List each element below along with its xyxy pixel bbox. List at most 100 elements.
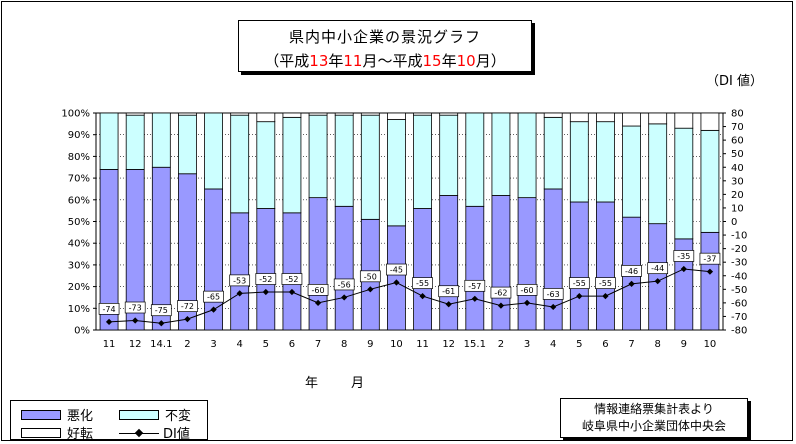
di-data-label: -46: [625, 267, 638, 276]
di-data-label-box: [124, 301, 146, 314]
y-right-tick-label: -30: [731, 258, 747, 269]
x-tick-label: 2: [498, 339, 504, 350]
y-left-tick-label: 30%: [68, 260, 90, 271]
di-data-label-box: [621, 265, 642, 277]
x-tick-label: 12: [442, 339, 455, 350]
legend-line-marker-icon: [119, 428, 159, 438]
legend-item-better: 好転: [21, 423, 93, 442]
di-data-label-box: [386, 263, 407, 276]
di-data-label: -55: [416, 279, 429, 288]
y-left-tick-label: 90%: [68, 130, 90, 141]
y-right-tick-label: -40: [731, 271, 747, 282]
x-tick-label: 4: [550, 339, 556, 350]
x-axis-label: 年 月: [305, 376, 375, 391]
di-point: [393, 279, 400, 286]
di-data-label-box: [464, 279, 486, 292]
legend-swatch-same: [119, 409, 159, 420]
di-data-label-box: [307, 284, 329, 296]
di-data-label-box: [255, 273, 277, 285]
bar-segment-better: [569, 112, 589, 123]
x-tick-label: 8: [655, 339, 661, 350]
y-left-tick-label: 80%: [68, 152, 90, 163]
y-right-tick-label: -60: [731, 298, 747, 309]
di-point: [706, 268, 714, 275]
bar-segment-worse: [308, 197, 328, 331]
legend-label-better: 好転: [67, 427, 94, 442]
bar-segment-worse: [491, 195, 511, 331]
di-data-label: -60: [521, 286, 534, 295]
bar-segment-worse: [648, 223, 668, 331]
y-right-tick-label: 50: [731, 149, 744, 160]
subtitle-part-month-start: 11: [343, 52, 363, 70]
subtitle-part: 年: [441, 52, 457, 70]
bar-segment-same: [256, 121, 276, 209]
di-data-label: -60: [312, 286, 325, 295]
di-data-label-box: [568, 277, 590, 289]
di-data-label: -62: [494, 289, 507, 298]
bar-segment-worse: [596, 201, 615, 331]
bar-segment-better: [125, 112, 145, 116]
x-tick-label: 11: [103, 339, 116, 350]
di-data-label: -73: [129, 304, 142, 313]
bar-segment-better: [230, 112, 250, 116]
y-right-tick-label: -80: [731, 326, 747, 337]
bar-segment-better: [178, 112, 197, 116]
chart-subtitle: （平成13年11月～平成15年10月）: [239, 50, 531, 71]
x-tick-label: 7: [628, 339, 634, 350]
bar-segment-worse: [700, 231, 720, 331]
di-point: [654, 278, 661, 285]
di-data-label: -55: [599, 279, 612, 288]
source-line1: 情報連絡票集計表より: [594, 402, 714, 416]
di-data-label-box: [359, 270, 381, 283]
di-point: [471, 295, 478, 302]
bar-segment-same: [125, 114, 145, 170]
bar-segment-same: [413, 114, 432, 209]
x-tick-label: 14.1: [150, 339, 172, 350]
y-left-tick-label: 70%: [68, 174, 90, 185]
y-right-tick-label: 20: [731, 190, 744, 201]
y-left-tick-label: 100%: [61, 109, 90, 120]
y-left-tick-label: 60%: [68, 195, 90, 206]
bar-segment-same: [517, 112, 537, 199]
bar-segment-same: [674, 127, 694, 240]
bar-segment-better: [334, 112, 354, 116]
x-tick-label: 15.1: [464, 339, 486, 350]
bar-segment-better: [387, 112, 406, 120]
legend-label-di: DI値: [163, 427, 190, 442]
bar-segment-same: [622, 125, 641, 218]
bar-segment-same: [151, 112, 171, 168]
x-tick-label: 9: [367, 339, 373, 350]
di-data-label-box: [203, 290, 224, 303]
x-tick-label: 6: [289, 339, 295, 350]
x-tick-label: 11: [416, 339, 429, 350]
di-data-label-box: [490, 286, 512, 299]
x-tick-label: 7: [315, 339, 321, 350]
bar-segment-better: [648, 112, 668, 125]
di-point: [314, 299, 322, 306]
bar-segment-worse: [230, 212, 250, 331]
bar-segment-same: [308, 114, 328, 199]
bar-segment-same: [387, 119, 406, 227]
di-data-label: -44: [651, 264, 664, 273]
y-right-tick-label: 10: [731, 203, 744, 214]
di-data-label: -52: [285, 275, 298, 284]
bar-segment-better: [622, 112, 641, 127]
y-right-tick-label: 60: [731, 136, 744, 147]
bar-segment-worse: [334, 205, 354, 331]
di-point: [445, 301, 452, 308]
di-data-label: -52: [259, 275, 272, 284]
di-data-label: -65: [207, 293, 220, 302]
y-left-tick-label: 10%: [68, 304, 90, 315]
di-data-label: -74: [103, 305, 116, 314]
di-point: [497, 302, 505, 309]
bar-segment-same: [439, 114, 459, 196]
x-tick-label: 2: [184, 339, 190, 350]
x-tick-label: 3: [524, 339, 530, 350]
y-left-tick-label: 20%: [68, 282, 90, 293]
legend-label-same: 不変: [165, 409, 192, 424]
bar-segment-same: [204, 112, 223, 190]
di-data-label-box: [229, 274, 251, 287]
x-tick-label: 9: [681, 339, 687, 350]
bar-segment-better: [700, 112, 720, 131]
